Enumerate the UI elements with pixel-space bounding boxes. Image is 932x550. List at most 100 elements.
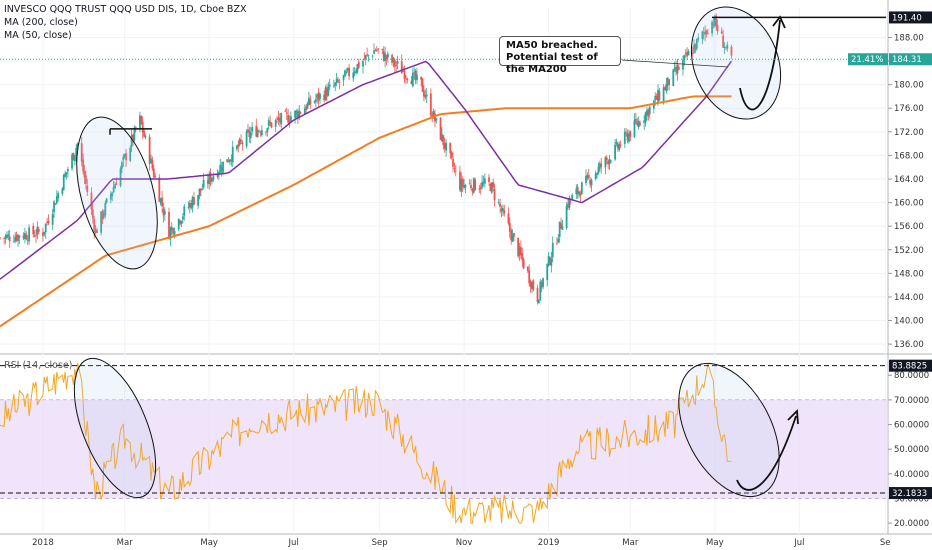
candle-body — [294, 110, 296, 118]
candle-body — [0, 237, 1, 239]
candle-body — [673, 67, 676, 70]
candle-body — [532, 280, 535, 290]
candle-body — [237, 144, 240, 147]
candle-body — [76, 143, 79, 149]
candle-body — [567, 203, 569, 208]
candle-body — [323, 94, 326, 101]
candle-body — [183, 206, 186, 216]
candle-body — [596, 173, 598, 175]
rsi-ellipse-2018 — [73, 357, 157, 499]
candle-body — [348, 67, 351, 77]
candle-body — [626, 133, 629, 141]
candle-body — [53, 201, 55, 213]
candle-body — [511, 234, 514, 242]
candle-body — [179, 220, 181, 224]
time-tick-label: Sep — [372, 538, 388, 548]
candle-body — [424, 94, 427, 98]
candle-body — [396, 61, 399, 64]
candle-body — [725, 46, 727, 48]
candle-body — [587, 175, 590, 178]
candle-body — [317, 92, 320, 101]
candle-body — [86, 185, 89, 193]
candle-body — [150, 158, 152, 164]
candle-body — [3, 238, 6, 239]
candle-body — [132, 134, 134, 141]
candle-body — [646, 110, 648, 115]
candle-body — [274, 120, 277, 127]
candle-body — [686, 51, 689, 57]
candle-body — [616, 143, 619, 149]
candle-body — [356, 64, 359, 73]
price-tick-label: 172.00 — [894, 128, 924, 138]
candle-body — [296, 111, 299, 118]
candle-body — [190, 203, 193, 209]
candle-body — [691, 52, 694, 55]
candle-body — [187, 206, 190, 208]
candle-body — [364, 55, 367, 59]
candle-body — [247, 129, 249, 132]
candle-body — [672, 69, 675, 86]
time-tick-label: Jul — [288, 538, 299, 548]
candle-body — [248, 130, 251, 138]
candle-body — [90, 192, 93, 210]
candle-body — [643, 120, 646, 123]
candle-body — [676, 65, 679, 74]
candle-body — [500, 208, 503, 212]
candle-body — [677, 66, 680, 70]
candle-body — [172, 228, 175, 234]
candle-body — [701, 31, 704, 39]
candle-body — [152, 168, 155, 178]
candle-body — [459, 171, 461, 191]
candle-body — [191, 196, 194, 208]
candle-body — [84, 175, 87, 184]
candle-body — [707, 33, 709, 35]
candle-body — [571, 195, 574, 201]
candle-body — [410, 80, 413, 85]
candle-body — [180, 221, 183, 225]
candle-body — [241, 142, 244, 145]
candle-body — [604, 157, 607, 168]
candle-body — [629, 131, 632, 137]
candle-body — [585, 175, 587, 184]
candle-body — [385, 55, 388, 59]
candle-body — [28, 227, 30, 242]
candle-body — [181, 216, 184, 220]
candle-body — [648, 106, 651, 115]
candle-body — [270, 122, 273, 128]
candle-body — [413, 72, 416, 74]
candle-body — [540, 281, 543, 288]
candle-body — [211, 178, 213, 182]
candle-body — [159, 198, 162, 204]
candle-body — [460, 179, 463, 192]
candle-body — [575, 188, 578, 195]
candle-body — [371, 55, 374, 57]
candle-body — [130, 135, 133, 148]
candle-body — [285, 112, 288, 114]
candle-body — [634, 118, 637, 123]
candle-body — [600, 163, 603, 167]
candle-body — [306, 103, 309, 109]
candle-body — [662, 87, 665, 102]
candle-body — [8, 236, 11, 242]
candle-body — [366, 54, 369, 55]
candle-body — [547, 255, 550, 266]
badge-pct-bg — [848, 53, 888, 66]
candle-body — [526, 266, 529, 272]
candle-body — [162, 208, 165, 216]
candle-body — [93, 219, 96, 232]
candle-body — [326, 88, 328, 97]
candle-body — [80, 143, 83, 162]
candle-body — [420, 76, 423, 80]
candle-body — [133, 127, 136, 141]
price-tick-label: 156.00 — [894, 222, 924, 232]
price-axis: 136.00 140.00 144.00 148.00 152.00 156.00 160.… — [888, 33, 924, 350]
candle-body — [445, 142, 447, 151]
candle-body — [32, 225, 35, 235]
time-tick-label: Mar — [622, 538, 639, 548]
candle-body — [683, 55, 686, 61]
candle-body — [151, 159, 154, 169]
candle-body — [94, 229, 97, 234]
candle-body — [24, 233, 26, 239]
candle-body — [425, 94, 428, 97]
candle-body — [519, 246, 522, 256]
